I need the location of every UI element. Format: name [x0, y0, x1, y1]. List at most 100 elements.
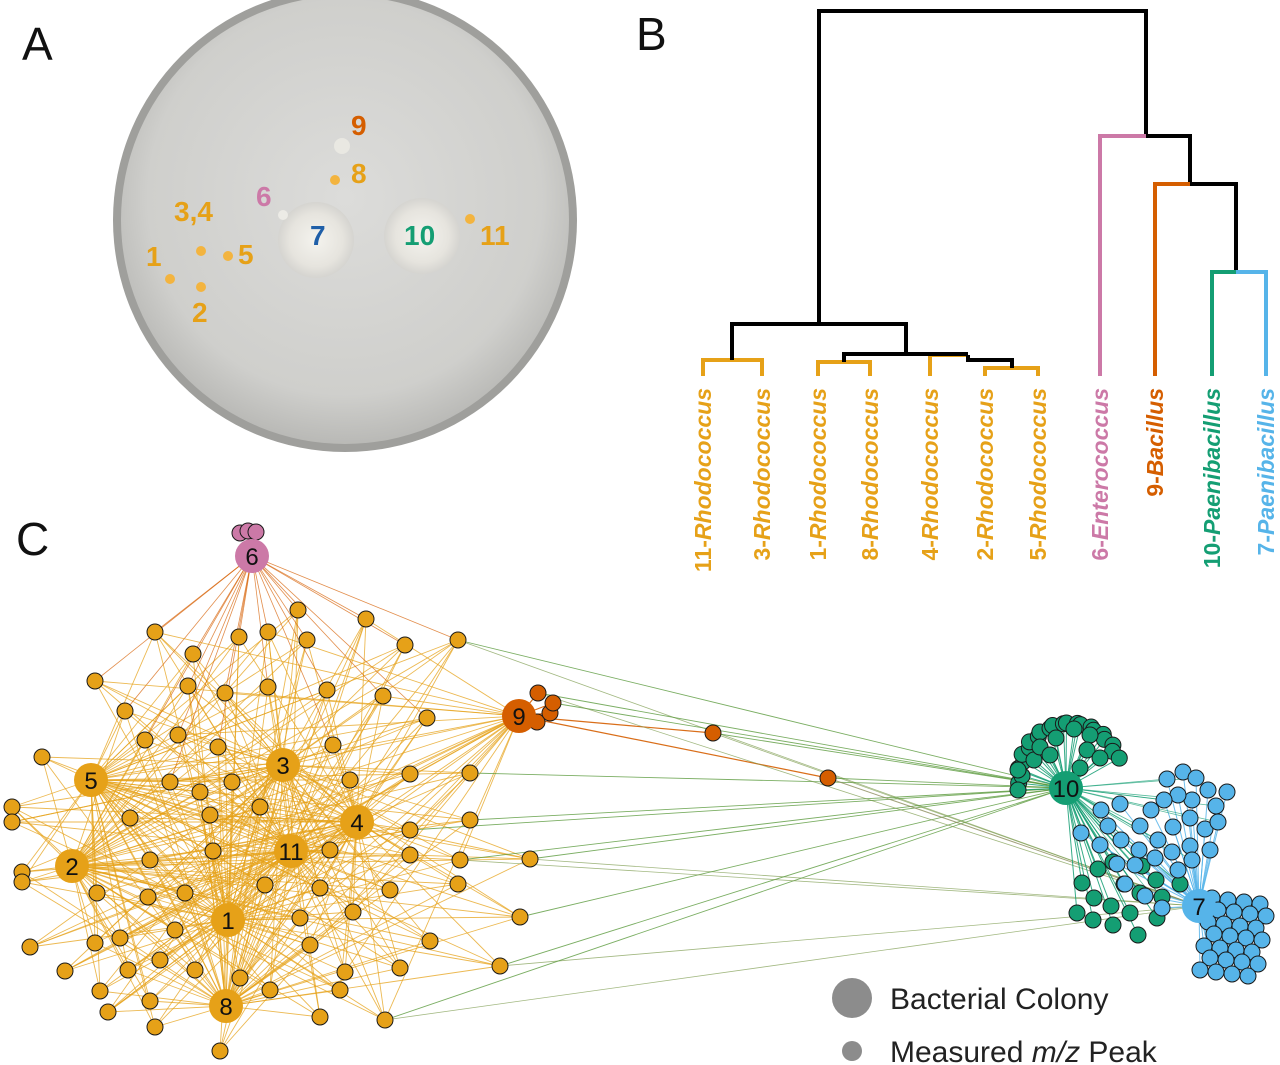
network-edge [251, 555, 334, 746]
network-edge [21, 881, 229, 921]
colony-node-9 [502, 699, 536, 733]
yellow-colony-spot [330, 175, 340, 185]
network-edge [90, 779, 531, 860]
peak-node [161, 773, 179, 791]
network-edge [251, 555, 328, 691]
peak-node [141, 851, 159, 869]
network-edge [90, 779, 196, 971]
peak-node [1089, 860, 1107, 878]
peak-node [204, 842, 222, 860]
peak-node [1169, 861, 1187, 879]
peak-node [704, 724, 722, 742]
network-edge [290, 695, 384, 852]
branch-1-8 [816, 360, 872, 376]
peak-node [344, 903, 362, 921]
network-edge [409, 787, 1067, 831]
peak-node [3, 798, 21, 816]
network-edge [90, 779, 96, 944]
plate-label-6: 6 [256, 181, 272, 212]
network-edge [129, 817, 229, 921]
network-edge [382, 695, 520, 717]
peak-node [139, 888, 157, 906]
network-edge [227, 919, 386, 1021]
network-edge [251, 555, 406, 646]
panel-letter-c: C [16, 513, 49, 565]
network-edge [90, 644, 406, 781]
network-edge [712, 732, 1200, 907]
network-edge [518, 715, 829, 779]
network-edge [290, 772, 471, 852]
network-edge [127, 969, 227, 1007]
network-edge [537, 692, 1200, 907]
peak-node [1112, 831, 1130, 849]
peak-node [151, 951, 169, 969]
peak-node [1218, 783, 1236, 801]
yellow-colony-spot [196, 246, 206, 256]
network-edge [71, 865, 156, 1028]
network-edge [192, 653, 227, 1007]
network-edge [712, 732, 1067, 789]
peak-node [1149, 831, 1167, 849]
network-edge [282, 695, 384, 766]
peak-node [1009, 781, 1027, 799]
peak-node [259, 623, 277, 641]
colony-label-5: 5 [84, 768, 97, 795]
branch-right-2 [1190, 182, 1238, 272]
network-edge [251, 555, 459, 641]
peak-node [544, 694, 562, 712]
network-edge [384, 905, 1200, 1021]
network-edge [154, 821, 358, 1028]
plate-label-11: 11 [480, 220, 510, 251]
network-edge [356, 821, 401, 969]
plate-label-10: 10 [404, 220, 435, 251]
network-edge [90, 779, 261, 808]
peak-node [1207, 797, 1225, 815]
peak-node [1130, 841, 1148, 859]
peak-node [1181, 809, 1199, 827]
peak-node [1199, 781, 1217, 799]
network-edge [356, 821, 531, 860]
network-edge [224, 692, 520, 717]
network-edge [529, 787, 1067, 860]
peak-node [301, 936, 319, 954]
peak-node [1207, 963, 1225, 981]
peak-node [511, 908, 529, 926]
peak-node [216, 684, 234, 702]
peak-node [529, 684, 547, 702]
peak-node [21, 938, 39, 956]
peak-node [1078, 741, 1096, 759]
network-edge [225, 940, 431, 1007]
network-edge [1065, 787, 1078, 914]
network-edge [107, 919, 229, 1013]
peak-node [1201, 841, 1219, 859]
network-edge [499, 787, 1067, 967]
colony-6-spot [278, 210, 288, 220]
peak-node [1068, 904, 1086, 922]
peak-node [88, 884, 106, 902]
colony-label-7: 7 [1192, 894, 1205, 921]
peak-node [1073, 874, 1091, 892]
network-edge [71, 865, 151, 1002]
network-edge [356, 821, 461, 861]
network-edge [169, 715, 520, 783]
network-edge [352, 715, 520, 913]
peak-node [1111, 795, 1129, 813]
plate-label-9: 9 [351, 110, 367, 141]
network-edge [356, 821, 521, 918]
peak-node [1153, 899, 1171, 917]
network-edge [239, 715, 520, 979]
network-edge [282, 764, 401, 969]
colony-node-6 [235, 539, 269, 573]
network-edge [519, 787, 1067, 918]
peak-node [461, 811, 479, 829]
peak-node [1081, 726, 1099, 744]
network-edge [11, 715, 520, 823]
network-edge [90, 779, 311, 946]
peak-node [166, 921, 184, 939]
peak-node [449, 631, 467, 649]
colony-10-clear-zone [384, 198, 460, 274]
network-edge [71, 865, 521, 918]
network-edge [282, 764, 521, 918]
branch-2-5 [983, 366, 1040, 376]
network-edge [251, 555, 367, 620]
